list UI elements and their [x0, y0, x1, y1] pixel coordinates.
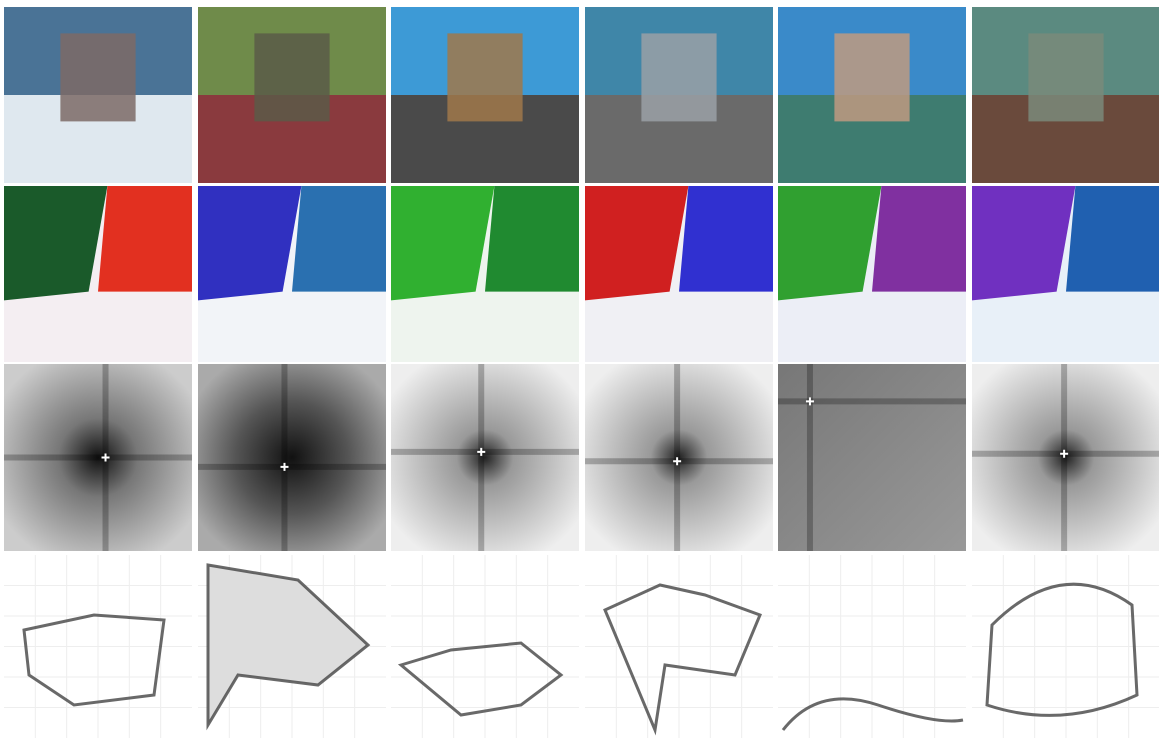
- map-outline: [985, 582, 1139, 717]
- map-outline: [22, 613, 166, 707]
- photo-panel: [778, 7, 966, 183]
- photo-panel: [585, 7, 773, 183]
- density-panel: [391, 364, 579, 551]
- map-panel: [391, 555, 579, 738]
- normal-left: [198, 186, 302, 301]
- map-outline: [781, 697, 964, 731]
- normal-left: [585, 186, 689, 301]
- normal-panel: [972, 186, 1159, 362]
- photo-structure: [447, 33, 523, 122]
- normal-right: [679, 186, 773, 292]
- density-bg: [778, 364, 966, 551]
- density-panel: [778, 364, 966, 551]
- normal-left: [972, 186, 1076, 301]
- map-panel: [778, 555, 966, 738]
- normal-panel: [198, 186, 386, 362]
- center-marker: [280, 462, 289, 471]
- normal-left: [391, 186, 495, 301]
- normal-right: [485, 186, 579, 292]
- photo-panel: [391, 7, 579, 183]
- density-panel: [972, 364, 1159, 551]
- photo-structure: [60, 33, 136, 122]
- density-bg: [972, 364, 1159, 551]
- normal-right: [292, 186, 386, 292]
- center-marker: [673, 457, 682, 466]
- map-panel: [972, 555, 1159, 738]
- photo-panel: [198, 7, 386, 183]
- map-panel: [4, 555, 192, 738]
- photo-structure: [834, 33, 910, 122]
- map-outline: [397, 641, 564, 717]
- photo-structure: [641, 33, 717, 122]
- density-panel: [198, 364, 386, 551]
- density-bg: [4, 364, 192, 551]
- photo-panel: [972, 7, 1159, 183]
- density-bg: [198, 364, 386, 551]
- center-marker: [805, 397, 814, 406]
- normal-panel: [585, 186, 773, 362]
- photo-structure: [1028, 33, 1104, 122]
- normal-panel: [391, 186, 579, 362]
- normal-right: [98, 186, 192, 292]
- photo-panel: [4, 7, 192, 183]
- normal-left: [778, 186, 882, 301]
- center-marker: [1060, 449, 1069, 458]
- normal-panel: [778, 186, 966, 362]
- normal-right: [872, 186, 966, 292]
- map-outline: [206, 563, 371, 731]
- normal-panel: [4, 186, 192, 362]
- density-panel: [585, 364, 773, 551]
- density-panel: [4, 364, 192, 551]
- normal-right: [1066, 186, 1159, 292]
- center-marker: [101, 453, 110, 462]
- center-marker: [477, 447, 486, 456]
- map-panel: [585, 555, 773, 738]
- density-bg: [391, 364, 579, 551]
- map-outline: [603, 583, 762, 736]
- photo-structure: [254, 33, 330, 122]
- density-bg: [585, 364, 773, 551]
- map-panel: [198, 555, 386, 738]
- normal-left: [4, 186, 108, 301]
